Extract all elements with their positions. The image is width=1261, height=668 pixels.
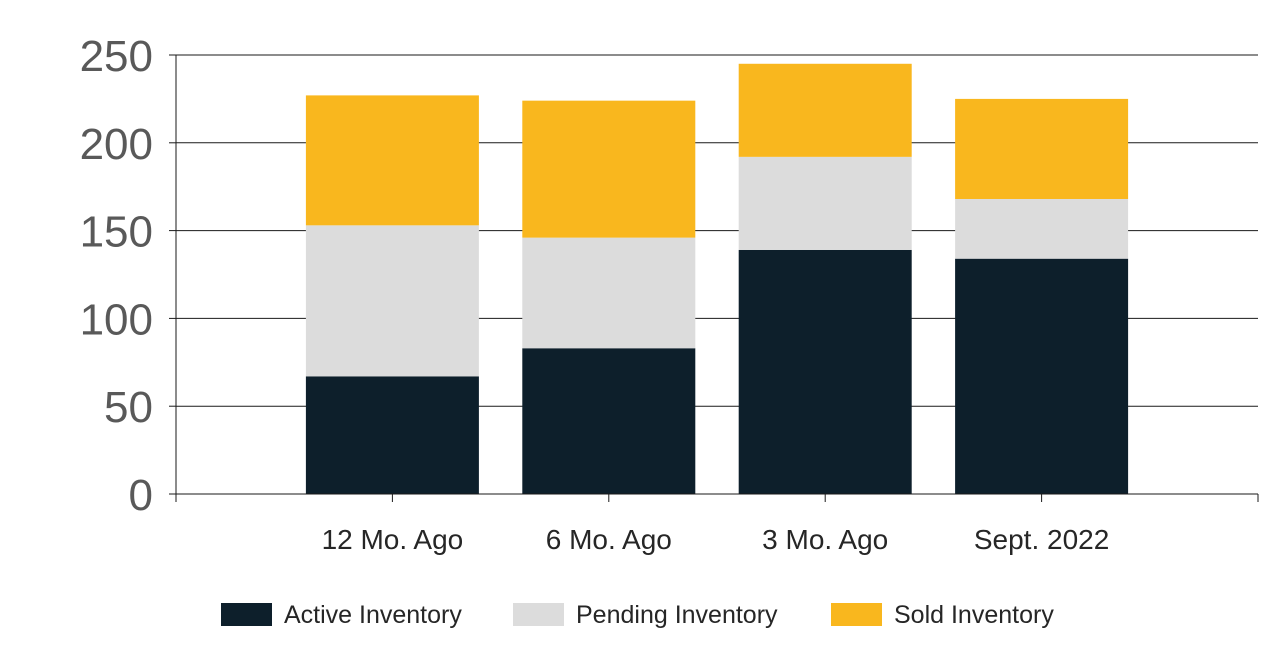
bar-segment-pending-inventory [522,237,696,349]
x-tick-label: Sept. 2022 [974,524,1109,555]
y-tick-label: 200 [80,120,153,169]
legend: Active Inventory Pending Inventory Sold In… [221,601,1054,629]
y-tick-label: 250 [80,32,153,81]
bar-segment-active-inventory [522,348,696,494]
x-tick-label: 12 Mo. Ago [322,524,464,555]
bar-segment-sold-inventory [305,95,479,226]
legend-item: Active Inventory [221,601,462,629]
legend-label: Pending Inventory [576,601,778,629]
y-tick-label: 50 [104,383,153,432]
axes [169,54,1259,502]
legend-label: Sold Inventory [894,601,1054,629]
bar-segment-sold-inventory [522,100,696,238]
bar-segment-sold-inventory [955,98,1129,199]
bar-segment-active-inventory [305,376,479,494]
x-tick-labels: 12 Mo. Ago 6 Mo. Ago 3 Mo. Ago Sept. 2022 [322,524,1110,555]
legend-item: Pending Inventory [513,601,778,629]
bars [305,63,1129,494]
legend-item: Sold Inventory [831,601,1054,629]
bar-segment-sold-inventory [738,63,912,157]
legend-swatch [831,603,882,626]
y-tick-label: 0 [129,471,153,520]
y-tick-labels: 0 50 100 150 200 250 [80,32,153,520]
legend-swatch [221,603,272,626]
y-tick-label: 100 [80,295,153,344]
bar-segment-active-inventory [738,249,912,494]
y-tick-label: 150 [80,208,153,257]
bar-segment-pending-inventory [738,156,912,250]
bar-segment-pending-inventory [955,198,1129,259]
legend-label: Active Inventory [284,601,462,629]
bar-segment-active-inventory [955,258,1129,494]
x-tick-label: 6 Mo. Ago [546,524,672,555]
bar-segment-pending-inventory [305,225,479,377]
x-tick-label: 3 Mo. Ago [762,524,888,555]
legend-swatch [513,603,564,626]
